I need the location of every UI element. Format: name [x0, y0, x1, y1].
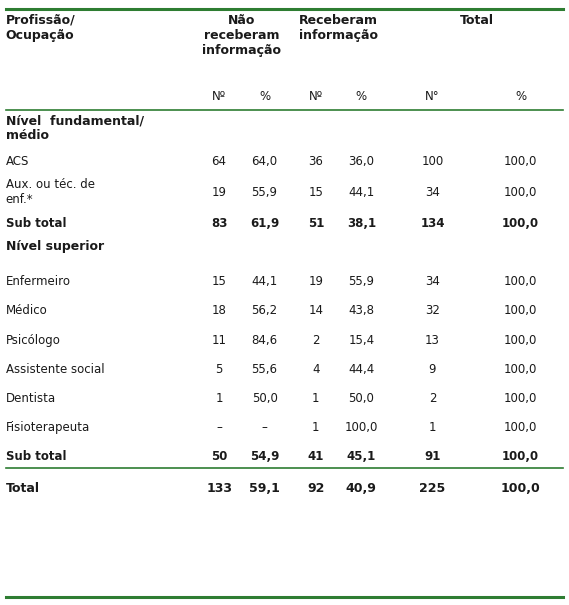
Text: 44,1: 44,1: [251, 275, 278, 289]
Text: 100,0: 100,0: [501, 482, 541, 495]
Text: 100,0: 100,0: [502, 450, 539, 463]
Text: 45,1: 45,1: [347, 450, 376, 463]
Text: 133: 133: [206, 482, 232, 495]
Text: 34: 34: [425, 186, 440, 199]
Text: 55,6: 55,6: [251, 362, 278, 376]
Text: 100,0: 100,0: [504, 362, 537, 376]
Text: 84,6: 84,6: [251, 333, 278, 347]
Text: 100,0: 100,0: [504, 155, 537, 168]
Text: 2: 2: [312, 333, 320, 347]
Text: Receberam
informação: Receberam informação: [299, 14, 378, 42]
Text: Sub total: Sub total: [6, 217, 66, 231]
Text: 56,2: 56,2: [251, 304, 278, 318]
Text: 1: 1: [312, 391, 320, 405]
Text: Não
receberam
informação: Não receberam informação: [203, 14, 281, 57]
Text: 50: 50: [211, 450, 227, 463]
Text: Fisioterapeuta: Fisioterapeuta: [6, 420, 90, 434]
Text: 100,0: 100,0: [504, 420, 537, 434]
Text: 34: 34: [425, 275, 440, 289]
Text: 1: 1: [215, 391, 223, 405]
Text: 92: 92: [307, 482, 324, 495]
Text: %: %: [515, 90, 526, 103]
Text: 44,1: 44,1: [348, 186, 374, 199]
Text: –: –: [216, 420, 222, 434]
Text: 61,9: 61,9: [250, 217, 279, 231]
Text: 9: 9: [428, 362, 436, 376]
Text: 55,9: 55,9: [251, 186, 278, 199]
Text: Total: Total: [460, 14, 493, 27]
Text: 1: 1: [312, 420, 320, 434]
Text: Nível  fundamental/
médio: Nível fundamental/ médio: [6, 114, 144, 142]
Text: Médico: Médico: [6, 304, 47, 318]
Text: 100,0: 100,0: [504, 304, 537, 318]
Text: 15: 15: [308, 186, 323, 199]
Text: 91: 91: [424, 450, 440, 463]
Text: %: %: [356, 90, 367, 103]
Text: 15,4: 15,4: [348, 333, 374, 347]
Text: Nº: Nº: [212, 90, 226, 103]
Text: 134: 134: [420, 217, 445, 231]
Text: –: –: [262, 420, 267, 434]
Text: 2: 2: [428, 391, 436, 405]
Text: Aux. ou téc. de
enf.*: Aux. ou téc. de enf.*: [6, 178, 94, 206]
Text: 54,9: 54,9: [250, 450, 279, 463]
Text: 36,0: 36,0: [348, 155, 374, 168]
Text: 44,4: 44,4: [348, 362, 374, 376]
Text: 38,1: 38,1: [347, 217, 376, 231]
Text: 14: 14: [308, 304, 323, 318]
Text: 4: 4: [312, 362, 320, 376]
Text: 40,9: 40,9: [346, 482, 377, 495]
Text: 100,0: 100,0: [504, 391, 537, 405]
Text: 50,0: 50,0: [348, 391, 374, 405]
Text: Total: Total: [6, 482, 40, 495]
Text: 43,8: 43,8: [348, 304, 374, 318]
Text: 64: 64: [212, 155, 226, 168]
Text: N°: N°: [425, 90, 440, 103]
Text: 19: 19: [212, 186, 226, 199]
Text: 100,0: 100,0: [504, 333, 537, 347]
Text: 64,0: 64,0: [251, 155, 278, 168]
Text: 100,0: 100,0: [504, 275, 537, 289]
Text: 100,0: 100,0: [502, 217, 539, 231]
Text: Nível superior: Nível superior: [6, 240, 104, 253]
Text: %: %: [259, 90, 270, 103]
Text: 83: 83: [211, 217, 227, 231]
Text: 51: 51: [308, 217, 324, 231]
Text: 19: 19: [308, 275, 323, 289]
Text: 41: 41: [308, 450, 324, 463]
Text: 100,0: 100,0: [345, 420, 378, 434]
Text: 36: 36: [308, 155, 323, 168]
Text: 32: 32: [425, 304, 440, 318]
Text: 15: 15: [212, 275, 226, 289]
Text: 225: 225: [419, 482, 446, 495]
Text: 13: 13: [425, 333, 440, 347]
Text: ACS: ACS: [6, 155, 29, 168]
Text: Nº: Nº: [309, 90, 323, 103]
Text: 55,9: 55,9: [348, 275, 374, 289]
Text: 18: 18: [212, 304, 226, 318]
Text: 11: 11: [212, 333, 226, 347]
Text: 100,0: 100,0: [504, 186, 537, 199]
Text: Sub total: Sub total: [6, 450, 66, 463]
Text: 50,0: 50,0: [251, 391, 278, 405]
Text: Psicólogo: Psicólogo: [6, 333, 60, 347]
Text: Assistente social: Assistente social: [6, 362, 104, 376]
Text: 100: 100: [421, 155, 444, 168]
Text: Dentista: Dentista: [6, 391, 56, 405]
Text: Profissão/
Ocupação: Profissão/ Ocupação: [6, 14, 76, 42]
Text: 1: 1: [428, 420, 436, 434]
Text: Enfermeiro: Enfermeiro: [6, 275, 71, 289]
Text: 5: 5: [216, 362, 222, 376]
Text: 59,1: 59,1: [249, 482, 280, 495]
